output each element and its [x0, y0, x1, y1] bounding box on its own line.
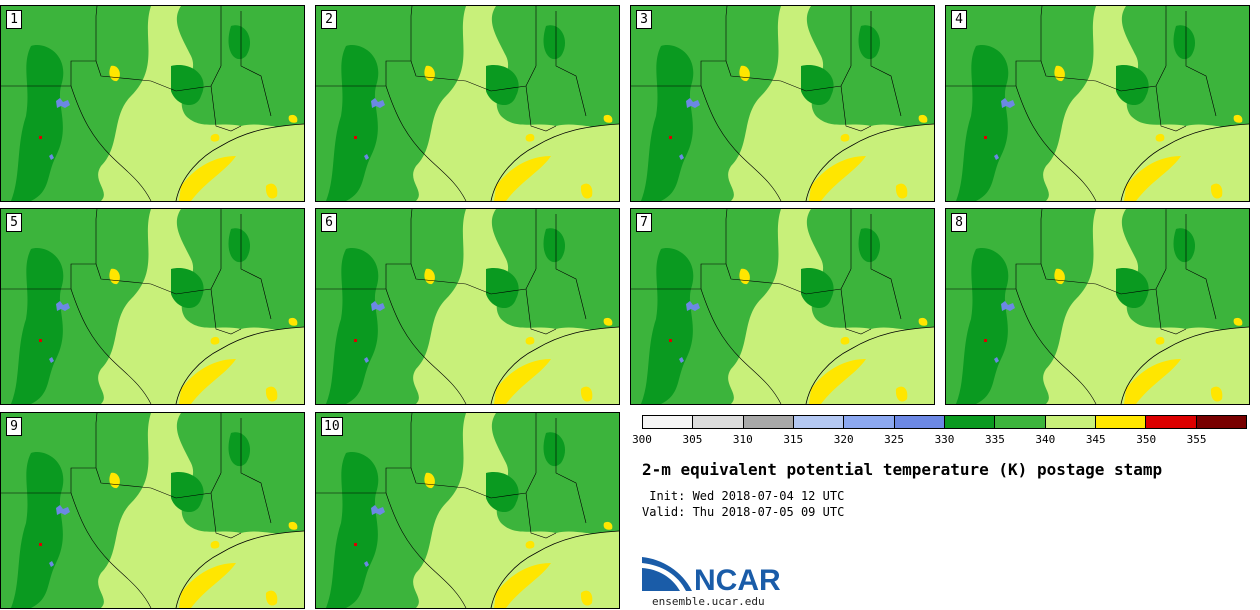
stamp-number: 5 [6, 213, 22, 232]
colorbar-swatch [643, 416, 694, 428]
stamp-number: 10 [321, 417, 343, 436]
map-stamp-7[interactable]: 7 [630, 208, 935, 405]
map-stamp-1[interactable]: 1 [0, 5, 305, 202]
map-stamp-5[interactable]: 5 [0, 208, 305, 405]
map-stamp-8[interactable]: 8 [945, 208, 1250, 405]
colorbar-tick-label: 325 [884, 433, 905, 446]
stamp-number: 2 [321, 10, 337, 29]
colorbar-tick-label: 330 [934, 433, 955, 446]
stamp-number: 6 [321, 213, 337, 232]
stamp-number: 4 [951, 10, 967, 29]
map-stamp-2[interactable]: 2 [315, 5, 620, 202]
map-stamp-3[interactable]: 3 [630, 5, 935, 202]
stamp-number: 9 [6, 417, 22, 436]
colorbar-swatch [844, 416, 895, 428]
colorbar-swatch [743, 416, 794, 428]
ncar-swoosh-icon: NCAR [642, 557, 781, 597]
logo-text: NCAR [694, 564, 781, 595]
colorbar-tick-label: 315 [783, 433, 804, 446]
colorbar-swatch [995, 416, 1046, 428]
colorbar [642, 415, 1247, 429]
colorbar-swatch [944, 416, 996, 428]
colorbar-tick-label: 335 [984, 433, 1005, 446]
stamp-number: 3 [636, 10, 652, 29]
map-stamp-4[interactable]: 4 [945, 5, 1250, 202]
colorbar-tick-label: 305 [682, 433, 703, 446]
colorbar-swatch [693, 416, 744, 428]
colorbar-swatch [793, 416, 845, 428]
stamp-number: 7 [636, 213, 652, 232]
stamp-number: 1 [6, 10, 22, 29]
colorbar-swatch [1045, 416, 1096, 428]
valid-time: Valid: Thu 2018-07-05 09 UTC [642, 505, 845, 519]
colorbar-swatch [1196, 416, 1246, 428]
colorbar-swatch [894, 416, 945, 428]
stamp-number: 8 [951, 213, 967, 232]
colorbar-tick-label: 340 [1035, 433, 1056, 446]
colorbar-tick-label: 300 [632, 433, 652, 446]
map-stamp-9[interactable]: 9 [0, 412, 305, 609]
logo-url: ensemble.ucar.edu [652, 595, 765, 608]
init-time: Init: Wed 2018-07-04 12 UTC [642, 489, 845, 503]
colorbar-tick-label: 310 [732, 433, 753, 446]
ncar-logo: NCAR [642, 553, 792, 597]
colorbar-tick-label: 350 [1136, 433, 1157, 446]
colorbar-swatch [1146, 416, 1197, 428]
colorbar-tick-label: 320 [833, 433, 854, 446]
figure-title: 2-m equivalent potential temperature (K)… [642, 460, 1163, 479]
colorbar-swatch [1095, 416, 1147, 428]
colorbar-tick-label: 345 [1085, 433, 1106, 446]
map-stamp-10[interactable]: 10 [315, 412, 620, 609]
colorbar-tick-label: 355 [1186, 433, 1207, 446]
map-stamp-6[interactable]: 6 [315, 208, 620, 405]
